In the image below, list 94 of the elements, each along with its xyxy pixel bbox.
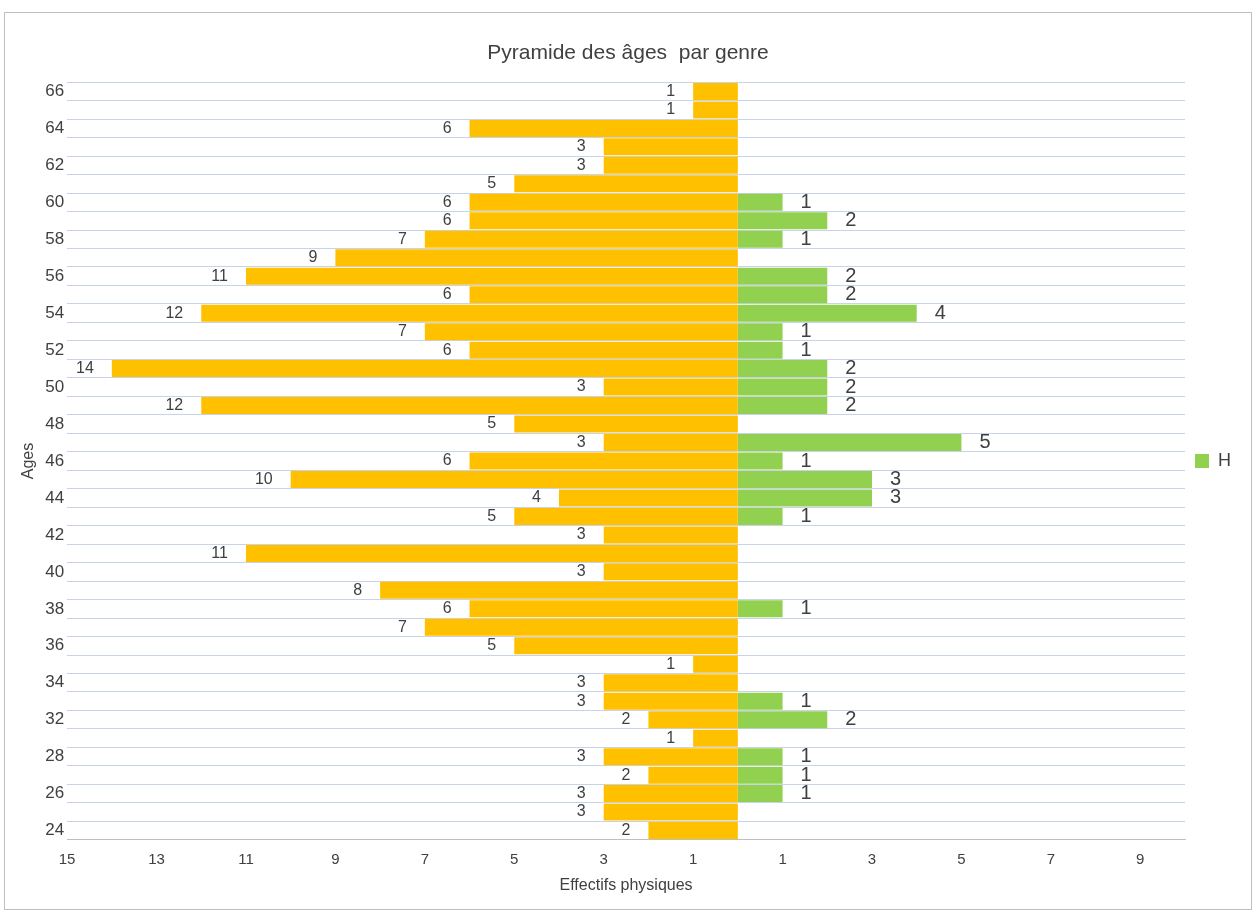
data-label: 1	[800, 503, 812, 526]
x-tick-label: 3	[867, 849, 877, 867]
y-tick-label: 36	[45, 635, 65, 655]
data-label: 5	[979, 430, 991, 453]
data-label: 5	[487, 636, 497, 654]
y-tick-label: 62	[45, 155, 65, 175]
data-label: 2	[621, 765, 631, 783]
y-tick-label: 46	[45, 450, 65, 470]
bar	[737, 507, 783, 525]
x-tick-label: 13	[148, 849, 165, 867]
data-label: 4	[934, 300, 946, 323]
bar	[737, 230, 783, 248]
data-label: 1	[800, 448, 812, 471]
data-label: 2	[621, 820, 631, 838]
data-label: 7	[397, 617, 407, 635]
y-tick-label: 66	[45, 81, 65, 101]
data-label: 12	[165, 303, 184, 321]
data-label: 8	[353, 580, 363, 598]
x-tick-label: 9	[1136, 849, 1145, 867]
data-label: 14	[76, 359, 94, 377]
y-axis-title: Ages	[19, 442, 37, 480]
data-label: 3	[576, 691, 586, 709]
y-tick-label: 34	[45, 672, 65, 692]
data-label: 1	[666, 654, 676, 672]
y-tick-label: 44	[45, 487, 65, 507]
y-tick-label: 42	[45, 524, 65, 544]
data-label: 6	[442, 285, 452, 303]
data-label: 7	[397, 229, 407, 247]
y-tick-label: 28	[45, 746, 65, 766]
data-label: 2	[845, 208, 857, 231]
data-label: 3	[576, 802, 586, 820]
data-label: 1	[666, 728, 676, 746]
x-tick-label: 1	[688, 849, 698, 867]
y-tick-label: 26	[45, 783, 65, 803]
data-label: 3	[576, 562, 586, 580]
data-label: 3	[576, 155, 586, 173]
bar	[737, 600, 783, 618]
data-label: 5	[487, 174, 497, 192]
data-label: 6	[442, 451, 452, 469]
data-label: 12	[165, 395, 184, 413]
data-label: 3	[576, 784, 586, 802]
data-label: 1	[666, 81, 676, 99]
x-tick-label: 7	[1046, 849, 1056, 867]
data-label: 3	[576, 137, 586, 155]
data-label: 1	[800, 688, 812, 711]
data-label: 7	[397, 322, 407, 340]
data-label: 2	[621, 710, 631, 728]
y-tick-label: 54	[45, 302, 65, 322]
data-label: 1	[666, 100, 676, 118]
y-tick-label: 38	[45, 598, 65, 618]
data-label: 6	[442, 211, 452, 229]
data-label: 3	[576, 377, 586, 395]
x-tick-label: 9	[331, 849, 340, 867]
y-tick-label: 50	[45, 376, 65, 396]
y-tick-label: 60	[45, 191, 65, 211]
y-tick-label: 48	[45, 413, 65, 433]
data-label: 10	[254, 469, 273, 487]
data-label: 6	[442, 192, 452, 210]
x-tick-label: 5	[510, 849, 519, 867]
y-tick-label: 32	[45, 709, 65, 729]
data-label: 5	[487, 414, 497, 432]
legend-label: H	[1218, 449, 1231, 470]
data-label: 11	[211, 266, 229, 284]
x-tick-label: 1	[778, 849, 787, 867]
y-tick-label: 56	[45, 265, 65, 285]
data-label: 3	[576, 673, 586, 691]
y-tick-label: 64	[45, 118, 65, 138]
data-label: 3	[576, 432, 586, 450]
x-tick-label: 15	[58, 849, 76, 867]
data-label: 4	[532, 488, 542, 506]
data-label: 1	[800, 189, 812, 212]
y-tick-label: 24	[45, 820, 65, 840]
chart-title: Pyramide des âges par genre	[487, 40, 769, 64]
x-tick-label: 5	[957, 849, 966, 867]
data-label: 6	[442, 118, 452, 136]
data-label: 6	[442, 599, 452, 617]
x-tick-label: 3	[599, 849, 608, 867]
x-tick-label: 11	[238, 849, 254, 867]
y-tick-label: 52	[45, 339, 65, 359]
x-tick-label: 7	[420, 849, 430, 867]
data-label: 11	[211, 543, 229, 561]
data-label: 9	[308, 248, 318, 266]
y-tick-label: 40	[45, 561, 65, 581]
data-label: 2	[845, 707, 857, 730]
data-label: 1	[800, 596, 812, 619]
bar	[737, 434, 962, 452]
data-label: 5	[487, 506, 497, 524]
data-label: 3	[576, 525, 586, 543]
x-axis-title: Effectifs physiques	[559, 875, 693, 893]
y-tick-label: 58	[45, 228, 65, 248]
data-label: 1	[800, 226, 812, 249]
data-label: 6	[442, 340, 452, 358]
bar	[737, 748, 783, 766]
data-label: 3	[576, 747, 586, 765]
